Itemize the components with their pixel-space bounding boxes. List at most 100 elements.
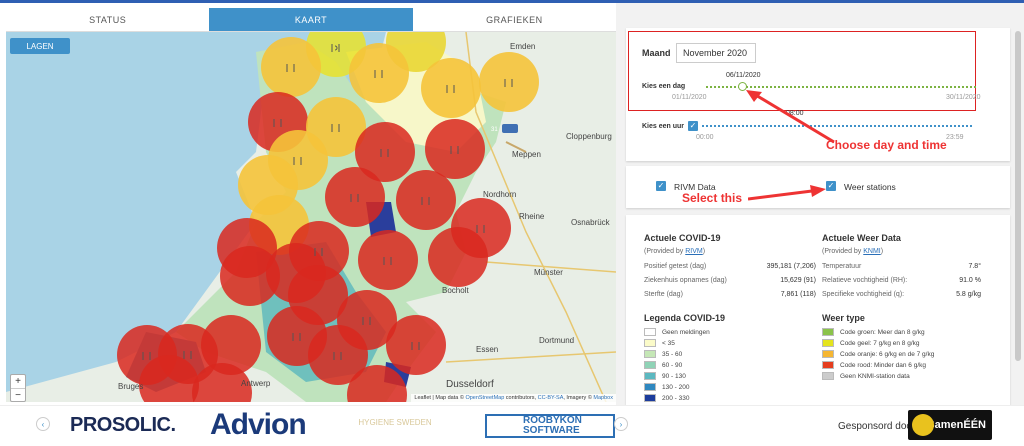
- osm-link[interactable]: OpenStreetMap: [465, 395, 505, 401]
- logo-advion: Advion: [210, 408, 307, 441]
- map-attribution: Leaflet | Map data © OpenStreetMap contr…: [411, 394, 616, 402]
- annotation-choose: Choose day and time: [826, 138, 947, 152]
- legend-item: Code geel: 7 g/kg en 8 g/kg: [822, 339, 920, 347]
- legend-swatch: [822, 361, 834, 369]
- covid-title: Actuele COVID-19: [644, 233, 721, 243]
- weer-checkbox[interactable]: ✓: [826, 181, 836, 191]
- weer-row-value: 91.0 %: [959, 277, 981, 284]
- city-label: Essen: [476, 345, 499, 354]
- data-card: Actuele COVID-19 (Provided by RIVM) Posi…: [626, 215, 1010, 405]
- logo-hygiene-sweden: HYGIENE SWEDEN: [358, 418, 432, 427]
- zoom-out-button[interactable]: −: [11, 388, 25, 401]
- hour-selected-value: 08:00: [786, 110, 804, 117]
- covid-row-value: 15,629 (91): [780, 277, 816, 284]
- city-label: Cloppenburg: [566, 132, 612, 141]
- legend-item: 130 - 200: [644, 383, 689, 391]
- month-input[interactable]: November 2020: [676, 43, 756, 63]
- hour-min: 00:00: [696, 134, 714, 141]
- logo-roobykon: ROOBYKON SOFTWARE: [485, 414, 615, 438]
- day-max: 30/11/2020: [946, 94, 981, 101]
- carousel-next-button[interactable]: ›: [614, 417, 628, 431]
- controls-card: Maand November 2020 06/11/2020 Kies een …: [626, 28, 1010, 161]
- tab-grafieken[interactable]: GRAFIEKEN: [412, 8, 616, 31]
- scrollbar[interactable]: [1015, 31, 1021, 361]
- hour-slider[interactable]: [702, 125, 972, 127]
- knmi-link[interactable]: KNMI: [863, 248, 881, 255]
- legend-swatch: [822, 350, 834, 358]
- legend-swatch: [644, 350, 656, 358]
- annotation-arrow: [746, 90, 835, 144]
- logo-samen-een: SamenÉÉN: [908, 410, 992, 440]
- legend-item: 60 - 90: [644, 361, 682, 369]
- tab-status[interactable]: STATUS: [6, 8, 210, 31]
- legend-swatch: [644, 383, 656, 391]
- city-label: Nordhorn: [483, 190, 517, 199]
- top-accent-line: [0, 0, 1024, 3]
- covid-row-label: Ziekenhuis opnames (dag): [644, 277, 727, 284]
- legend-swatch: [822, 372, 834, 380]
- legend-item: 90 - 130: [644, 372, 686, 380]
- license-link[interactable]: CC-BY-SA: [537, 395, 564, 401]
- legend-swatch: [644, 394, 656, 402]
- day-min: 01/11/2020: [672, 94, 707, 101]
- city-label: Münster: [534, 268, 563, 277]
- legend-item: Geen meldingen: [644, 328, 710, 336]
- day-selected-value: 06/11/2020: [726, 72, 761, 79]
- legend-swatch: [644, 361, 656, 369]
- legend-item: Geen KNMI-station data: [822, 372, 910, 380]
- lion-badge-icon: [912, 414, 934, 436]
- hour-label: Kies een uur: [642, 123, 685, 130]
- tab-kaart[interactable]: KAART: [209, 8, 413, 31]
- logo-prosolic: PROSOLIC.: [70, 414, 176, 436]
- legend-swatch: [822, 339, 834, 347]
- covid-row-label: Sterfte (dag): [644, 291, 683, 298]
- side-panel: Maand November 2020 06/11/2020 Kies een …: [616, 3, 1024, 405]
- covid-row-value: 395,181 (7,206): [766, 263, 816, 270]
- city-label: Meppen: [512, 150, 541, 159]
- legend-swatch: [644, 372, 656, 380]
- weer-title: Actuele Weer Data: [822, 233, 901, 243]
- hour-slider-handle[interactable]: ✓: [688, 121, 698, 131]
- rivm-label: RIVM Data: [674, 182, 716, 192]
- city-label: Rheine: [519, 212, 545, 221]
- sponsor-footer: ‹ PROSOLIC. Advion HYGIENE SWEDEN ROOBYK…: [0, 405, 1024, 446]
- mapbox-link[interactable]: Mapbox: [593, 395, 613, 401]
- legend-item: Code rood: Minder dan 6 g/kg: [822, 361, 926, 369]
- weer-row-label: Temperatuur: [822, 263, 862, 270]
- legend-covid-title: Legenda COVID-19: [644, 313, 726, 323]
- legend-item: 35 - 60: [644, 350, 682, 358]
- carousel-prev-button[interactable]: ‹: [36, 417, 50, 431]
- weer-label: Weer stations: [844, 182, 896, 192]
- sponsor-label: Gesponsord door:: [838, 421, 919, 432]
- day-slider[interactable]: [706, 86, 976, 88]
- legend-swatch: [644, 328, 656, 336]
- map-view[interactable]: 31 Emden Cloppenburg Meppen Nordhorn Rhe…: [6, 32, 616, 402]
- legend-item: 200 - 330: [644, 394, 689, 402]
- legend-weer-title: Weer type: [822, 313, 865, 323]
- city-label: Dortmund: [539, 336, 575, 345]
- month-label: Maand: [642, 48, 671, 58]
- legend-item: Code oranje: 6 g/kg en de 7 g/kg: [822, 350, 934, 358]
- day-slider-handle[interactable]: [738, 82, 747, 91]
- legend-swatch: [644, 339, 656, 347]
- weer-row-value: 5.8 g/kg: [956, 291, 981, 298]
- rivm-link[interactable]: RIVM: [685, 248, 703, 255]
- map-canvas: [6, 32, 616, 402]
- city-label: Osnabrück: [571, 218, 610, 227]
- weer-row-label: Specifieke vochtigheid (q):: [822, 291, 905, 298]
- broadcast-icon: [142, 44, 513, 360]
- day-label: Kies een dag: [642, 83, 686, 90]
- weather-station-markers[interactable]: [117, 32, 539, 402]
- annotation-select: Select this: [682, 191, 743, 205]
- weer-row-label: Relatieve vochtigheid (RH):: [822, 277, 908, 284]
- covid-row-label: Positief getest (dag): [644, 263, 707, 270]
- zoom-in-button[interactable]: +: [15, 376, 21, 387]
- legend-item: Code groen: Meer dan 8 g/kg: [822, 328, 925, 336]
- road-badge: 31: [491, 127, 498, 133]
- annotation-arrow: [748, 185, 826, 201]
- city-label: Emden: [510, 42, 536, 51]
- layers-button[interactable]: LAGEN: [10, 38, 70, 54]
- legend-swatch: [822, 328, 834, 336]
- weer-row-value: 7.8°: [968, 263, 981, 270]
- rivm-checkbox[interactable]: ✓: [656, 181, 666, 191]
